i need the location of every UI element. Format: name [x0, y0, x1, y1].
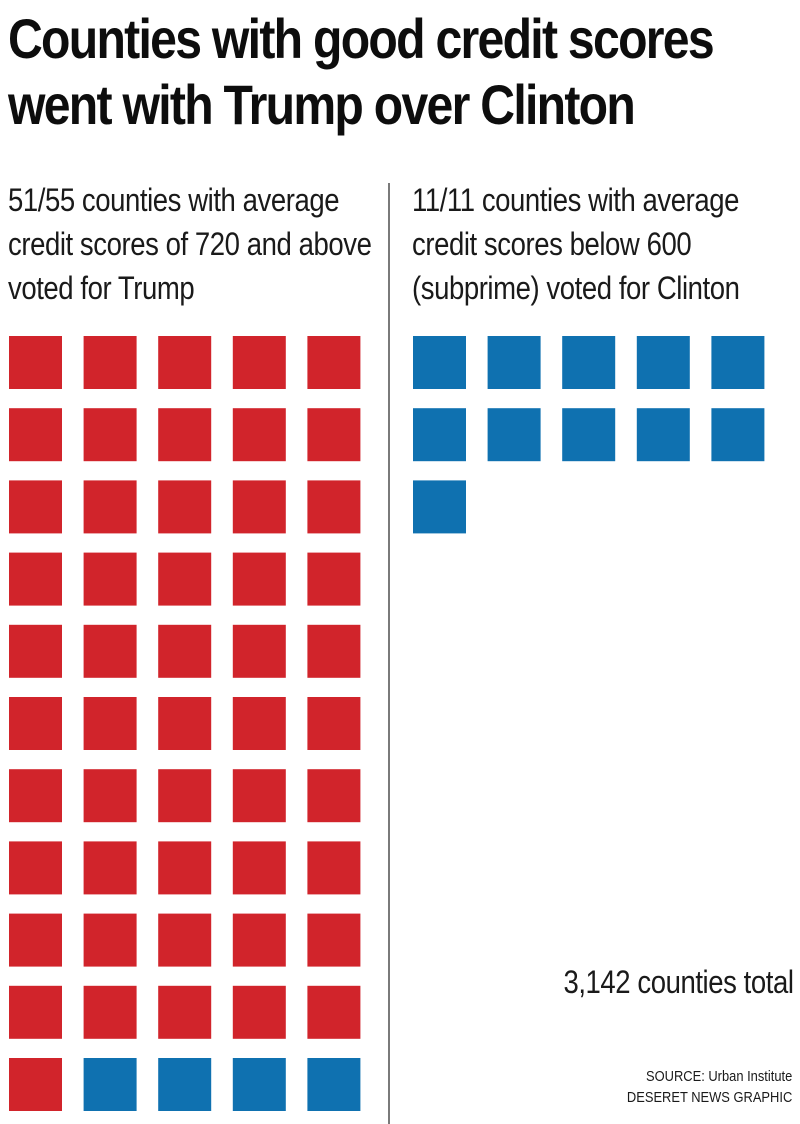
waffle-square-trump: [9, 480, 62, 534]
waffle-square-trump: [307, 913, 361, 967]
waffle-square-clinton: [711, 408, 765, 462]
waffle-square-clinton: [413, 480, 466, 534]
waffle-square-trump: [158, 841, 212, 895]
waffle-square-trump: [307, 336, 361, 389]
waffle-square-trump: [232, 480, 286, 534]
waffle-square-trump: [232, 624, 286, 678]
waffle-square-trump: [9, 985, 62, 1039]
waffle-square-trump: [83, 913, 137, 967]
waffle-square-clinton: [232, 1058, 286, 1111]
waffle-square-trump: [158, 480, 212, 534]
waffle-square-clinton: [413, 336, 466, 389]
waffle-square-trump: [307, 985, 361, 1039]
chart-title: Counties with good credit scores went wi…: [8, 6, 715, 138]
waffle-square-trump: [307, 624, 361, 678]
waffle-square-trump: [83, 552, 137, 606]
waffle-square-trump: [9, 408, 62, 462]
waffle-square-trump: [83, 336, 137, 389]
right-panel-line-3: (subprime) voted for Clinton: [412, 270, 740, 306]
waffle-square-trump: [83, 624, 137, 678]
waffle-square-clinton: [83, 1058, 137, 1111]
graphic-credit: DESERET NEWS GRAPHIC: [626, 1089, 792, 1106]
left-panel-description: 51/55 counties with average credit score…: [8, 178, 372, 310]
right-panel-line-2: credit scores below 600: [412, 226, 692, 262]
total-counties-note: 3,142 counties total: [563, 964, 795, 1000]
waffle-square-trump: [158, 408, 212, 462]
left-panel-line-2: credit scores of 720 and above: [8, 226, 372, 262]
waffle-square-trump: [307, 769, 361, 823]
left-panel-line-1: 51/55 counties with average: [8, 182, 340, 218]
panel-divider: [388, 183, 390, 1124]
waffle-square-trump: [232, 769, 286, 823]
left-panel-line-3: voted for Trump: [8, 270, 195, 306]
waffle-square-trump: [158, 769, 212, 823]
source-credit: SOURCE: Urban Institute DESERET NEWS GRA…: [627, 1066, 792, 1108]
waffle-square-trump: [9, 769, 62, 823]
waffle-square-trump: [232, 985, 286, 1039]
waffle-square-trump: [158, 624, 212, 678]
left-waffle: [9, 336, 361, 1111]
waffle-square-trump: [307, 841, 361, 895]
waffle-square-clinton: [487, 336, 541, 389]
waffle-square-trump: [83, 480, 137, 534]
waffle-square-trump: [232, 552, 286, 606]
waffle-square-trump: [83, 697, 137, 750]
waffle-square-trump: [83, 985, 137, 1039]
waffle-square-trump: [158, 985, 212, 1039]
waffle-square-clinton: [158, 1058, 212, 1111]
waffle-square-trump: [83, 408, 137, 462]
waffle-square-trump: [307, 408, 361, 462]
waffle-square-trump: [158, 697, 212, 750]
waffle-square-trump: [9, 336, 62, 389]
source-text: SOURCE: Urban Institute: [645, 1068, 792, 1085]
waffle-square-trump: [232, 697, 286, 750]
chart-title-line-1: Counties with good credit scores: [8, 7, 715, 70]
waffle-square-trump: [9, 841, 62, 895]
waffle-square-trump: [9, 1058, 62, 1111]
waffle-square-clinton: [636, 408, 690, 462]
waffle-square-clinton: [562, 336, 616, 389]
waffle-square-trump: [232, 408, 286, 462]
waffle-square-trump: [158, 913, 212, 967]
waffle-square-clinton: [636, 336, 690, 389]
waffle-square-trump: [158, 336, 212, 389]
waffle-square-trump: [9, 624, 62, 678]
waffle-square-clinton: [413, 408, 466, 462]
waffle-square-trump: [232, 913, 286, 967]
waffle-square-trump: [9, 913, 62, 967]
waffle-square-trump: [83, 841, 137, 895]
waffle-square-clinton: [307, 1058, 361, 1111]
waffle-square-trump: [9, 552, 62, 606]
right-waffle: [413, 336, 765, 534]
waffle-square-trump: [307, 552, 361, 606]
waffle-square-clinton: [487, 408, 541, 462]
chart-title-line-2: went with Trump over Clinton: [8, 73, 636, 136]
waffle-square-trump: [83, 769, 137, 823]
waffle-square-trump: [158, 552, 212, 606]
waffle-square-trump: [232, 336, 286, 389]
waffle-square-trump: [232, 841, 286, 895]
waffle-square-trump: [9, 697, 62, 750]
waffle-square-clinton: [711, 336, 765, 389]
waffle-square-trump: [307, 480, 361, 534]
right-panel-description: 11/11 counties with average credit score…: [412, 178, 740, 310]
waffle-square-clinton: [562, 408, 616, 462]
waffle-square-trump: [307, 697, 361, 750]
right-panel-line-1: 11/11 counties with average: [412, 182, 740, 218]
